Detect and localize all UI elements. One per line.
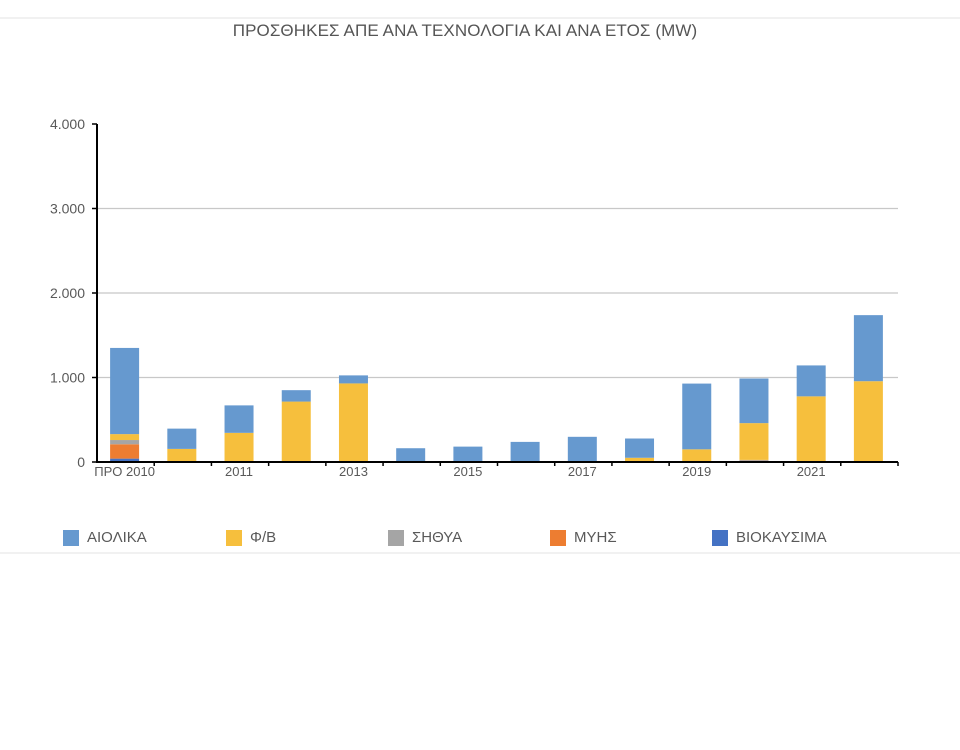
legend-swatch-wind xyxy=(63,529,79,546)
x-tick-label: 2021 xyxy=(797,464,826,479)
y-tick-label: 2.000 xyxy=(50,285,85,301)
bar-segment xyxy=(224,432,254,462)
bar-segment xyxy=(625,438,655,458)
bar-segment xyxy=(682,383,712,450)
x-tick-label: 2019 xyxy=(682,464,711,479)
chart-title: ΠΡΟΣΘΗΚΕΣ ΑΠΕ ΑΝΑ ΤΕΧΝΟΛΟΓΙΑ ΚΑΙ ΑΝΑ ΕΤΟ… xyxy=(232,21,698,40)
bar-segment xyxy=(796,365,826,397)
x-tick-labels: ΠΡΟ 2010 2011 2013 2015 2017 2019 2021 xyxy=(94,464,825,479)
y-tick-label: 4.000 xyxy=(50,116,85,132)
bar-segment xyxy=(110,458,140,462)
y-tick-label: 1.000 xyxy=(50,370,85,386)
bar-segment xyxy=(453,446,483,462)
legend-label-wind: ΑΙΟΛΙΚΑ xyxy=(87,529,147,546)
bar-segment xyxy=(739,423,769,460)
bar-segment xyxy=(281,401,311,462)
legend-label-biofuel: ΒΙΟΚΑΥΣΙΜΑ xyxy=(736,529,827,546)
bar-segment xyxy=(796,396,826,462)
bar-segment xyxy=(167,448,197,462)
bar-segment xyxy=(853,315,883,382)
legend-item-biofuel: ΒΙΟΚΑΥΣΙΜΑ xyxy=(712,529,827,546)
bottom-divider xyxy=(0,552,960,554)
bar-segment xyxy=(739,378,769,424)
y-tick-labels: 0 1.000 2.000 3.000 4.000 xyxy=(50,116,85,470)
bar-segment xyxy=(853,381,883,462)
bar-segment xyxy=(110,444,140,459)
x-tick-label: ΠΡΟ 2010 xyxy=(94,464,155,479)
x-tick-label: 2011 xyxy=(225,464,253,479)
bar-segment xyxy=(567,436,597,462)
x-tick-label: 2013 xyxy=(339,464,368,479)
y-tick-label: 0 xyxy=(77,454,85,470)
bar-segment xyxy=(338,383,368,462)
bar-segment xyxy=(682,449,712,462)
y-tick-label: 3.000 xyxy=(50,201,85,217)
bar-segment xyxy=(224,405,254,433)
legend-swatch-chp xyxy=(388,529,404,546)
bar-segment xyxy=(396,448,426,462)
x-tick-label: 2017 xyxy=(568,464,597,479)
top-divider xyxy=(0,17,960,19)
x-tick-label: 2015 xyxy=(453,464,482,479)
legend-item-pv: Φ/Β xyxy=(226,529,276,546)
bar-segment xyxy=(110,440,140,445)
bar-segment xyxy=(281,390,311,402)
legend: ΑΙΟΛΙΚΑ Φ/Β ΣΗΘΥΑ ΜΥΗΣ ΒΙΟΚΑΥΣΙΜΑ xyxy=(0,529,960,551)
axes xyxy=(92,123,899,466)
bar-segment xyxy=(739,459,769,461)
legend-label-pv: Φ/Β xyxy=(250,529,277,546)
bar-segment xyxy=(338,375,368,384)
legend-label-small-hydro: ΜΥΗΣ xyxy=(574,529,617,546)
legend-swatch-small-hydro xyxy=(550,529,566,546)
legend-item-chp: ΣΗΘΥΑ xyxy=(388,529,462,546)
legend-item-wind: ΑΙΟΛΙΚΑ xyxy=(63,529,147,546)
bar-segment xyxy=(167,428,197,449)
legend-swatch-pv xyxy=(226,529,242,546)
bar-segment xyxy=(110,434,140,441)
bar-segment xyxy=(625,457,655,462)
bar-segment xyxy=(110,347,140,435)
chart-plot-area: 0 1.000 2.000 3.000 4.000 ΠΡΟ 2010 2011 2013 20… xyxy=(50,116,899,479)
legend-label-chp: ΣΗΘΥΑ xyxy=(412,529,463,546)
legend-swatch-biofuel xyxy=(712,529,728,546)
gridlines xyxy=(97,207,898,379)
bar-segment xyxy=(510,441,540,462)
legend-item-small-hydro: ΜΥΗΣ xyxy=(550,529,617,546)
bars xyxy=(110,315,883,462)
